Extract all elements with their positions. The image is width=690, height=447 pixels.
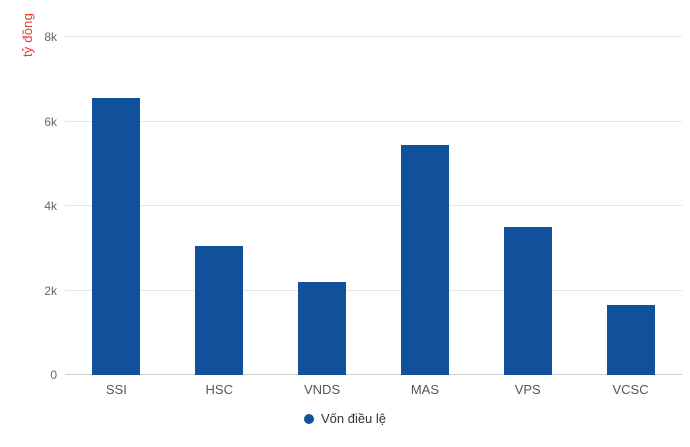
gridline — [65, 374, 682, 375]
legend-item[interactable]: Vốn điều lệ — [0, 411, 690, 426]
bar-vps — [503, 227, 552, 375]
gridlines — [65, 36, 682, 375]
gridline — [65, 205, 682, 206]
legend-label: Vốn điều lệ — [320, 411, 387, 426]
bar-ssi — [92, 98, 141, 375]
y-tick-label: 4k — [44, 199, 57, 213]
legend-marker-icon — [303, 413, 314, 424]
bar-slot — [579, 37, 682, 375]
bar-mas — [400, 144, 449, 375]
y-tick-label: 8k — [44, 30, 57, 44]
gridline — [65, 289, 682, 291]
x-axis-label: HSC — [205, 382, 233, 397]
x-axis-label: VPS — [514, 382, 541, 397]
bar-slot — [271, 37, 374, 375]
bar-slot — [373, 37, 476, 375]
gridline — [65, 120, 682, 122]
bars-row — [65, 37, 682, 375]
bar-vnds — [298, 282, 347, 375]
x-axis-label: VCSC — [612, 382, 649, 397]
bar-vcsc — [606, 305, 655, 375]
y-tick-label: 6k — [44, 114, 57, 129]
x-axis-label: MAS — [410, 382, 439, 397]
y-tick-label: 2k — [44, 283, 57, 298]
gridline — [65, 36, 682, 37]
x-axis-label: SSI — [105, 382, 127, 397]
plot-area — [65, 36, 682, 375]
bar-slot — [168, 37, 271, 375]
bar-hsc — [195, 246, 244, 375]
x-axis-label: VNDS — [304, 382, 341, 397]
bar-slot — [476, 37, 579, 375]
y-tick-label: 0 — [50, 368, 57, 382]
y-axis-ticks: 0 2k 4k 6k 8k — [0, 31, 57, 381]
x-axis-labels: SSI HSC VNDS MAS VPS VCSC — [65, 382, 682, 397]
bar-slot — [65, 37, 168, 375]
